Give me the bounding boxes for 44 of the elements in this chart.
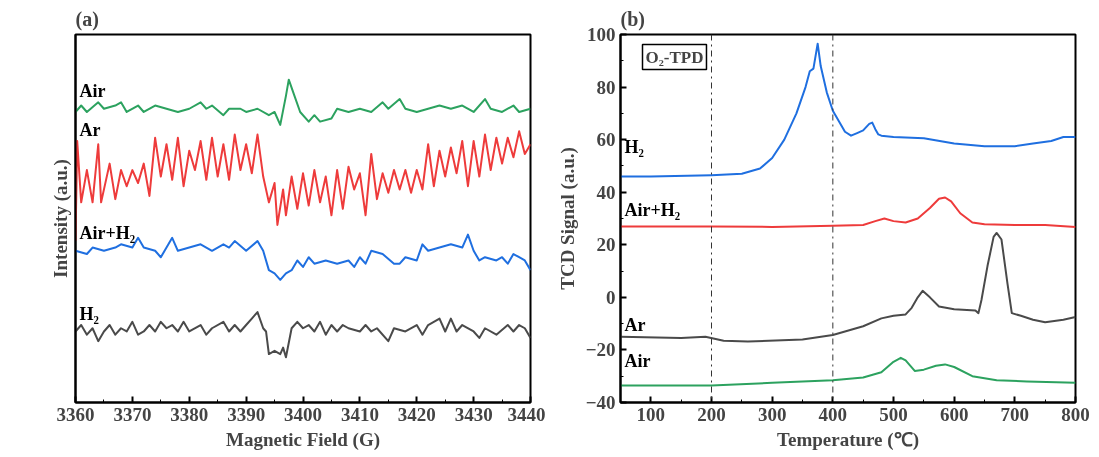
x-tick-label: 3440 [507,403,546,425]
x-tick-label: 400 [818,403,848,425]
x-tick-label: 700 [1000,403,1030,425]
annotation: O₂-TPD [645,47,704,67]
y-tick-label: −40 [585,392,616,413]
y-axis-title: Intensity (a.u.) [49,159,72,278]
series-label: Air+H₂ [624,199,681,220]
x-axis-title: Magnetic Field (G) [225,428,381,451]
chart-title: (b) [620,7,645,31]
x-tick-label: 200 [697,403,726,425]
line-series [620,231,1076,343]
y-tick-label: 0 [606,286,616,308]
x-tick-label: 3400 [284,403,322,425]
x-tick-label: 3360 [56,403,95,425]
y-tick-label: 20 [596,234,616,256]
x-axis-title: Temperature (℃) [777,428,919,451]
x-tick-label: 3420 [397,403,436,425]
series-label: Air+H₂ [79,223,136,244]
x-tick-label: 500 [879,403,908,425]
x-tick-label: 600 [939,403,969,425]
y-axis-title: TCD Signal (a.u.) [556,147,579,290]
y-tick-label: 80 [596,76,616,98]
series-label: H₂ [79,303,99,324]
series-label: Air [624,350,651,371]
x-tick-label: 3430 [454,403,493,425]
x-tick-label: 3380 [170,403,209,425]
chart-title: (a) [75,7,99,31]
x-tick-label: 100 [636,403,666,425]
x-tick-label: 3390 [227,403,266,425]
series-label: Air [79,81,106,101]
series-label: H₂ [624,136,644,157]
x-tick-label: 300 [757,403,787,425]
series-label: Ar [624,315,646,336]
x-tick-label: 800 [1061,403,1090,425]
series-label: Ar [79,119,101,140]
x-tick-label: 3370 [113,403,152,425]
line-series [620,356,1076,387]
y-tick-label: 60 [596,129,616,151]
x-tick-label: 3410 [340,403,379,425]
y-tick-label: 100 [587,24,616,45]
line-series [620,42,1076,178]
line-series [620,196,1076,228]
y-tick-label: 40 [596,181,616,203]
y-tick-label: −20 [585,339,616,361]
